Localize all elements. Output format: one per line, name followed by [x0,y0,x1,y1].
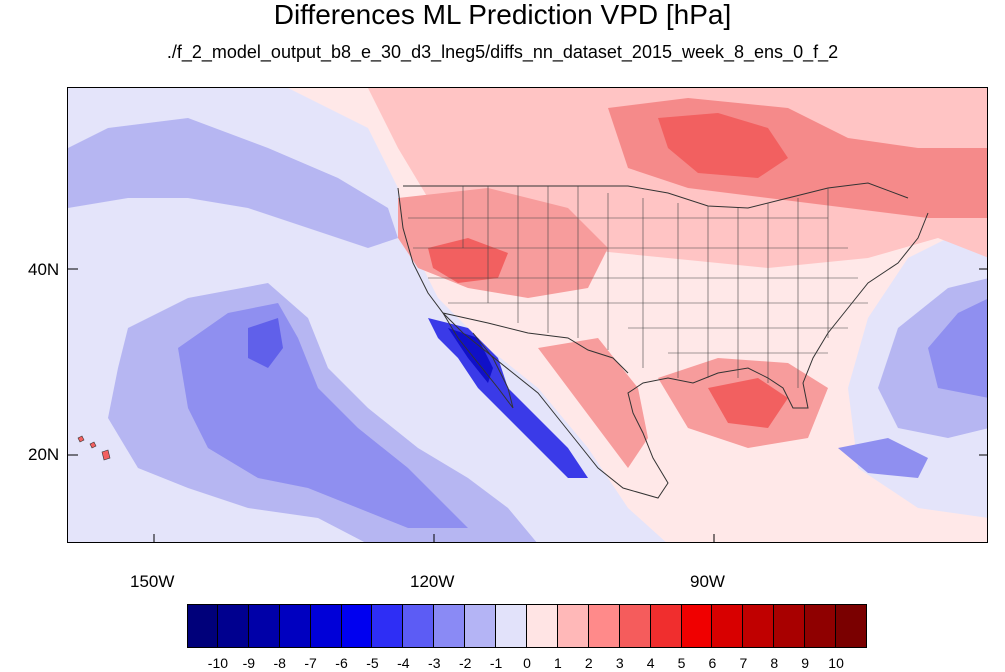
colorbar-label: -3 [428,655,441,671]
map-field [68,88,987,542]
colorbar [187,604,867,648]
colorbar-cell [743,604,775,648]
colorbar-cell [310,604,342,648]
colorbar-cell [403,604,435,648]
colorbar-cell [681,604,713,648]
baja-darkest-blue [448,328,493,383]
colorbar-cell [712,604,744,648]
colorbar-cell [805,604,837,648]
colorbar-label: 9 [801,655,810,671]
colorbar-cell [217,604,249,648]
map-title: Differences ML Prediction VPD [hPa] [273,0,732,30]
colorbar-cell [496,604,527,648]
colorbar-label: -1 [489,655,503,671]
lat-label-20n: 20N [28,445,60,464]
colorbar-cell [836,604,867,648]
lat-label-40n: 40N [28,260,60,279]
colorbar-label: 4 [646,655,655,671]
colorbar-cell [248,604,280,648]
baja-coastline [442,312,514,409]
north-america-coastline [397,187,929,499]
us-mexico-border [442,312,629,374]
caribbean-blue [838,438,928,478]
colorbar-cell [279,604,311,648]
colorbar-cell [588,604,620,648]
colorbar-cell [557,604,589,648]
lon-label-90w: 90W [690,572,725,591]
colorbar-cell [341,604,373,648]
colorbar-cell [619,604,651,648]
colorbar-cell [650,604,682,648]
colorbar-cell [187,604,218,648]
colorbar-label: -6 [335,655,348,671]
colorbar-cell [527,604,558,648]
colorbar-label: -10 [207,655,229,671]
canada-deep-red [658,113,788,178]
colorbar-label: 6 [708,655,717,671]
colorbar-cell [434,604,466,648]
colorbar-label: 10 [828,655,844,671]
colorbar-label: -4 [397,655,410,671]
colorbar-label: -8 [273,655,286,671]
lon-label-120w: 120W [410,572,455,591]
colorbar-frame [187,604,867,648]
colorbar-cell [774,604,806,648]
gulf-deep-red [708,378,788,428]
colorbar-label: -2 [458,655,472,671]
inner-ticks [68,268,987,542]
hawaii-islands [77,435,111,461]
pacific-blue-core [248,318,283,368]
map-panel [67,87,988,543]
colorbar-label: 1 [554,655,562,671]
colorbar-label: 3 [615,655,624,671]
colorbar-label: -9 [242,655,256,671]
pacific-blue-band-1 [68,118,398,248]
colorbar-cell [465,604,497,648]
colorbar-label: 5 [677,655,686,671]
colorbar-label: 8 [770,655,779,671]
lon-label-150w: 150W [130,572,175,591]
colorbar-label: -7 [304,655,317,671]
colorbar-label: -5 [366,655,379,671]
state-borders [408,186,868,388]
colorbar-label: 7 [739,655,748,671]
mexico-red [538,338,648,468]
colorbar-label: 2 [584,655,593,671]
map-subtitle: ./f_2_model_output_b8_e_30_d3_lneg5/diff… [166,42,839,62]
colorbar-label: 0 [523,655,531,671]
colorbar-cell [372,604,404,648]
atlantic-medium-blue [928,298,987,398]
